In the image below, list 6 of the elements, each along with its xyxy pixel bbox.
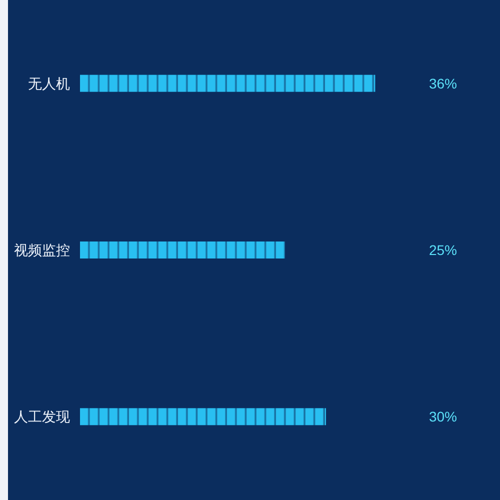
- data-label: 36%: [428, 75, 458, 92]
- y-tick-label: 无人机: [28, 75, 70, 92]
- y-tick-label: 人工发现: [14, 408, 70, 425]
- data-label: 30%: [428, 408, 458, 425]
- y-tick-label: 视频监控: [14, 242, 70, 258]
- data-label: 25%: [428, 242, 458, 258]
